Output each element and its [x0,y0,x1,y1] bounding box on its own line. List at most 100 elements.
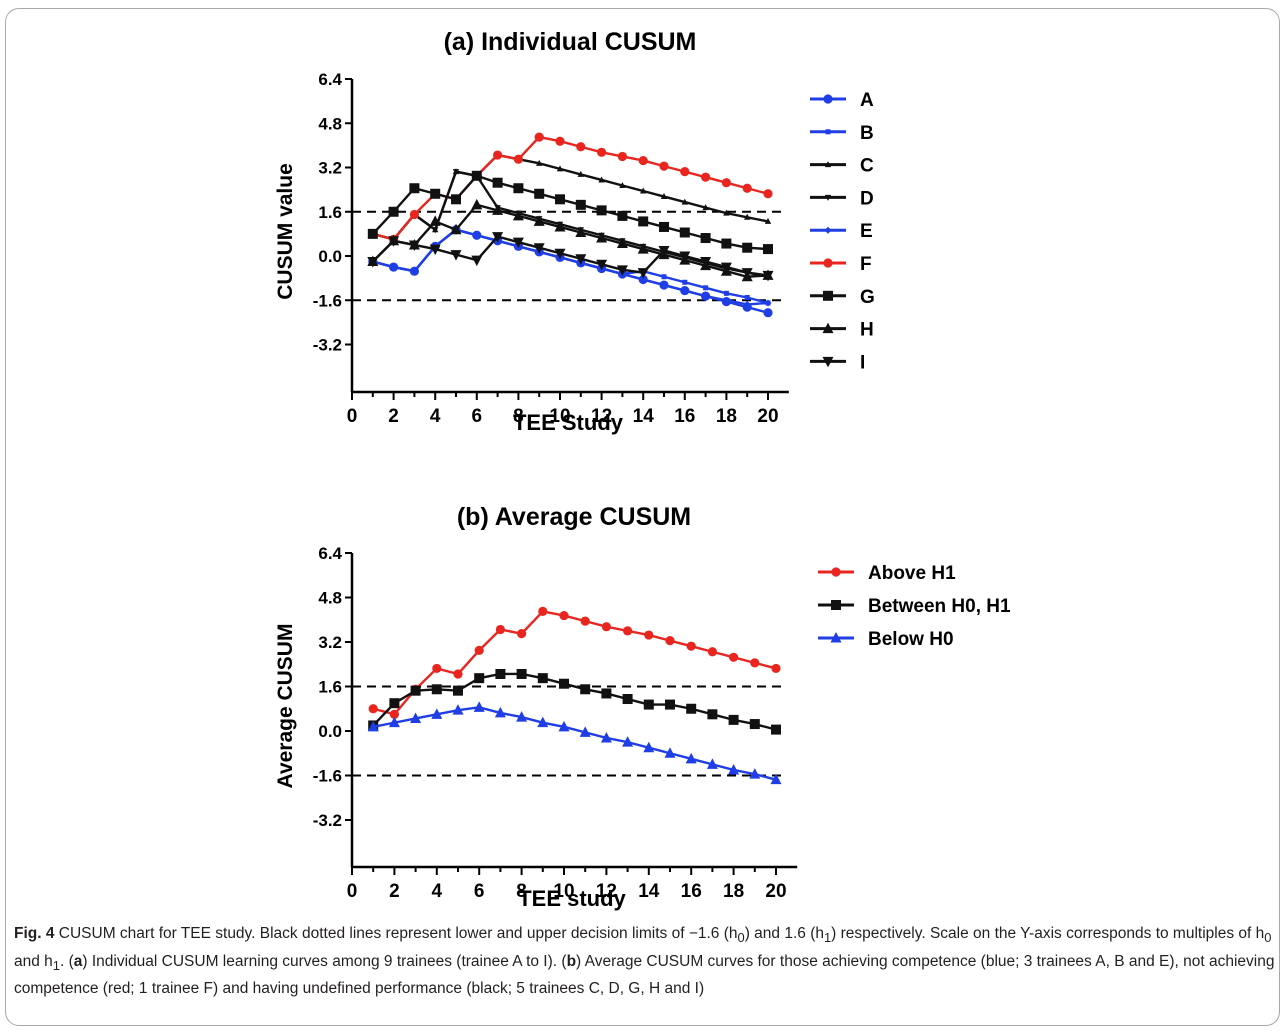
data-point [473,701,485,712]
x-tick-label: 4 [430,406,441,427]
data-point [596,232,608,243]
data-point [702,204,709,211]
data-point [686,703,697,714]
data-point [453,669,463,679]
data-point [512,237,524,249]
legend-entry: C [810,156,874,177]
data-point [367,257,379,268]
data-point [643,699,654,710]
data-point [682,279,688,285]
legend-label: Above H1 [868,563,956,584]
data-point [390,263,398,271]
data-point [495,668,506,679]
data-point [431,684,442,695]
data-point [471,198,483,210]
x-tick-label: 14 [633,406,655,427]
legend-entry: F [810,254,872,275]
data-point [762,270,774,282]
data-point [474,645,484,655]
y-tick-label: -1.6 [313,767,342,786]
legend-label: Between H0, H1 [868,596,1011,617]
caption-bold: b [566,952,577,970]
series-line [372,706,777,781]
data-point [729,652,739,662]
legend-marker [824,161,832,168]
data-point [408,240,420,251]
data-point [764,299,772,307]
legend-label: I [860,352,865,373]
data-point [367,228,378,239]
y-tick-label: 6.4 [318,544,342,563]
data-point [749,768,761,779]
legend-label: C [860,156,874,177]
data-point [534,132,544,142]
data-point [686,641,696,651]
data-point [474,673,485,684]
y-tick-label: 4.8 [318,114,342,133]
data-point [410,267,418,275]
data-point [533,215,545,226]
chart-title: (a) Individual CUSUM [444,28,697,56]
caption-sub: 1 [52,957,60,973]
legend-entry: E [810,221,873,242]
data-point [473,231,481,239]
data-point [450,250,462,261]
y-tick-label: 0.0 [318,247,342,266]
data-point [580,616,590,626]
data-point [637,268,649,279]
data-point [638,216,649,227]
data-point [600,731,612,743]
data-point [707,647,718,657]
x-tick-label: 12 [591,406,612,427]
data-point [388,236,400,247]
legend-entry: I [810,352,865,373]
data-point [706,758,718,769]
legend-label: H [860,320,874,341]
legend-entry: G [810,287,875,308]
x-axis-title: TEE Study [513,410,624,435]
data-point [450,223,462,235]
data-point [537,673,548,684]
data-point [744,213,751,220]
data-point [538,606,548,617]
y-tick-label: -1.6 [313,291,342,310]
y-tick-label: 3.2 [318,633,342,652]
x-tick-label: 16 [674,406,695,427]
data-point [728,763,740,775]
figure-canvas: (a) Individual CUSUM -3.2 -1.6 0.0 1.6 3.2 4.8… [274,28,1011,911]
legend-entry: Below H0 [818,629,954,650]
data-point [665,699,675,710]
y-tick-label: -3.2 [313,336,342,355]
data-point [559,610,569,621]
data-point [664,747,676,758]
data-point [559,678,569,689]
series-g [367,170,773,255]
data-point [659,221,669,232]
y-tick-label: -3.2 [313,811,342,830]
data-point [432,227,439,234]
chart-1: (a) Individual CUSUM -3.2 -1.6 0.0 1.6 3.2 4.8… [274,28,875,435]
x-tick-label: 0 [347,406,358,427]
legend-entry: B [810,123,874,144]
data-point [743,300,751,308]
caption-text: ) Average CUSUM curves for those achievi… [14,952,1275,998]
legend-entry: A [810,90,874,111]
x-tick-label: 12 [596,881,617,902]
figure-frame [5,8,1280,1026]
y-tick-label: 1.6 [318,678,342,697]
data-point [512,209,524,221]
data-point [409,209,419,220]
data-point [722,296,730,304]
x-tick-label: 18 [716,406,737,427]
data-point [681,287,689,295]
data-point [660,281,668,289]
chart-title: (b) Average CUSUM [457,503,691,531]
data-point [429,244,441,256]
data-point [537,716,549,728]
legend-entry: D [810,188,874,209]
data-point [763,308,773,318]
data-point [576,142,586,152]
data-point [660,193,668,200]
data-point [575,226,587,237]
caption-text: ) and 1.6 (h [744,925,824,942]
